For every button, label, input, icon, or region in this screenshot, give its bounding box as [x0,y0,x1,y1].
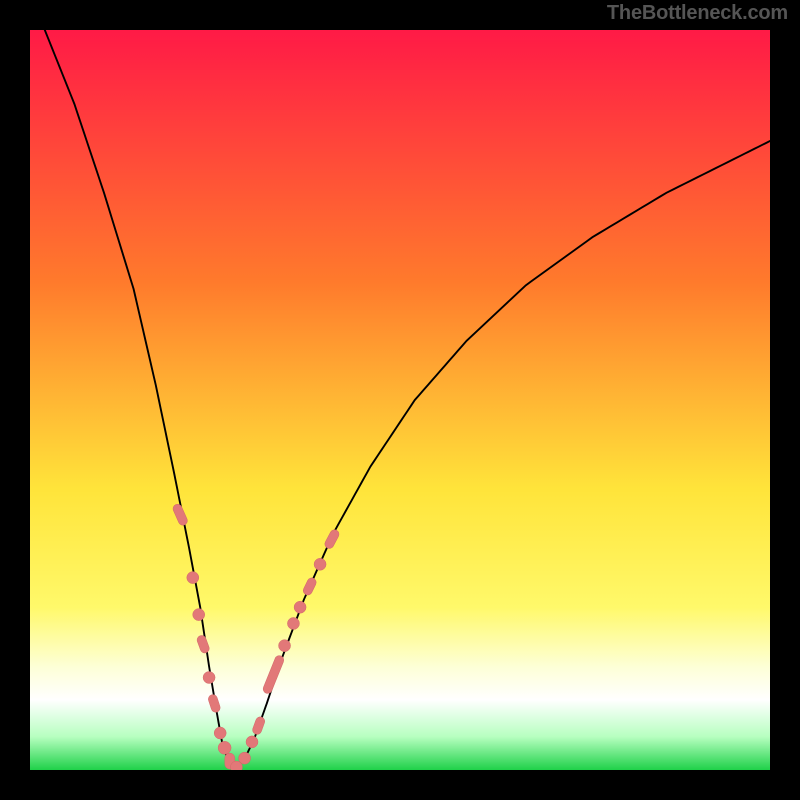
marker-dot [287,617,299,629]
marker-dot [239,752,251,764]
marker-dot [187,572,199,584]
marker-dot [294,601,306,613]
chart-svg [0,0,800,800]
marker-dot [193,609,205,621]
marker-dot [214,727,226,739]
marker-dot [314,558,326,570]
marker-dot [203,672,215,684]
chart-canvas: TheBottleneck.com [0,0,800,800]
marker-dot [246,736,258,748]
marker-dot [279,640,291,652]
watermark-text: TheBottleneck.com [607,2,788,25]
plot-area [30,30,770,770]
marker-dot [218,741,231,754]
